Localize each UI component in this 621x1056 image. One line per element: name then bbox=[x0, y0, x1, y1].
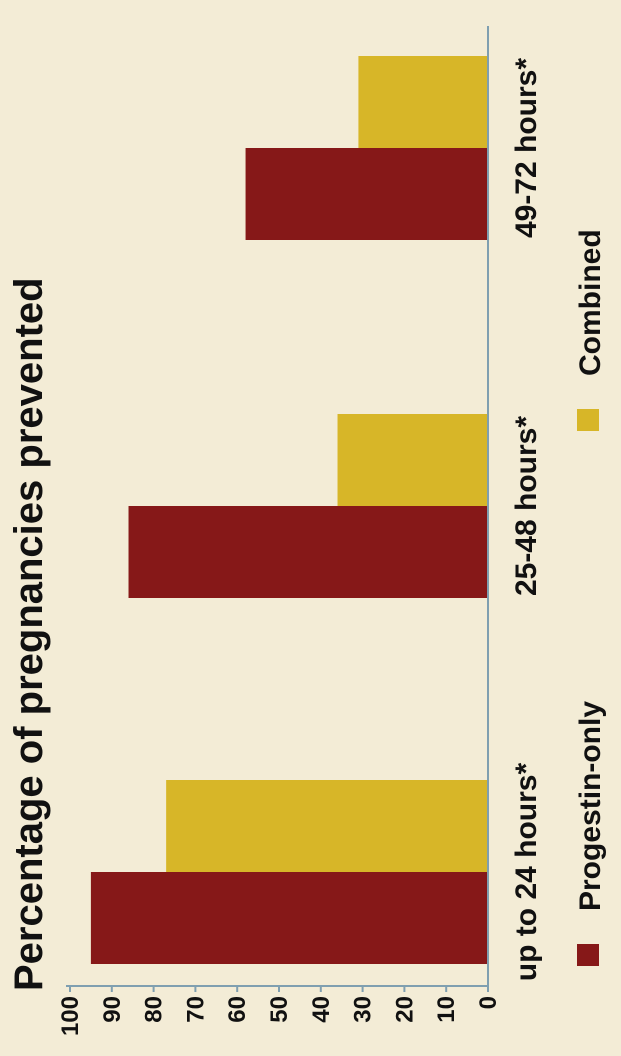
bar-progestin-0 bbox=[90, 872, 489, 964]
legend-swatch-progestin bbox=[577, 944, 599, 966]
legend-label-combined: Combined bbox=[574, 229, 607, 376]
y-tick-label: 100 bbox=[57, 996, 84, 1036]
y-tick-label: 60 bbox=[224, 996, 251, 1023]
category-labels: up to 24 hours* 25-48 hours* 49-72 hours* bbox=[510, 58, 543, 982]
chart-rotated-group: Percentage of pregnancies prevented 0 10 2… bbox=[7, 26, 607, 1036]
bar-combined-2 bbox=[358, 56, 489, 148]
y-tick-label: 70 bbox=[182, 996, 209, 1023]
bar-combined-0 bbox=[166, 780, 488, 872]
bar-combined-1 bbox=[337, 414, 488, 506]
legend-label-progestin: Progestin-only bbox=[574, 701, 607, 911]
y-tick-label: 50 bbox=[266, 996, 293, 1023]
category-label: 49-72 hours* bbox=[510, 58, 543, 238]
legend: Progestin-only Combined bbox=[574, 229, 607, 966]
bar-progestin-1 bbox=[128, 506, 489, 598]
y-tick-label: 80 bbox=[141, 996, 168, 1023]
y-tick-label: 30 bbox=[350, 996, 377, 1023]
y-tick-labels: 0 10 20 30 40 50 60 70 80 90 100 bbox=[57, 986, 502, 1036]
category-label: up to 24 hours* bbox=[510, 763, 543, 982]
y-tick-label: 90 bbox=[99, 996, 126, 1023]
bar-progestin-2 bbox=[245, 148, 488, 240]
y-tick-label: 40 bbox=[308, 996, 335, 1023]
chart-title: Percentage of pregnancies prevented bbox=[7, 277, 51, 991]
y-tick-label: 20 bbox=[391, 996, 418, 1023]
category-label: 25-48 hours* bbox=[510, 416, 543, 596]
bars bbox=[90, 56, 489, 964]
y-tick-label: 10 bbox=[433, 996, 460, 1023]
y-tick-label: 0 bbox=[475, 996, 502, 1009]
legend-swatch-combined bbox=[577, 409, 599, 431]
